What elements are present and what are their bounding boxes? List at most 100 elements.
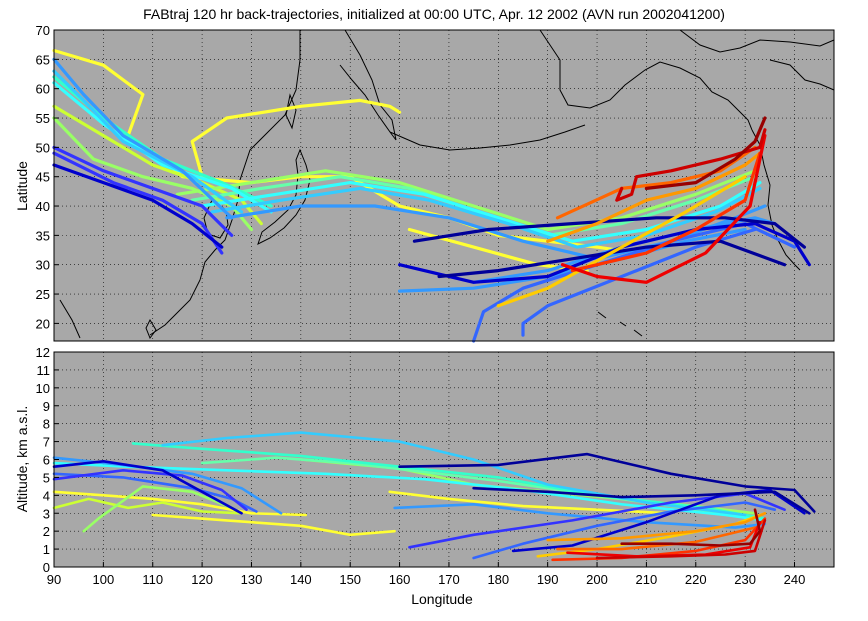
map-y-axis-label: Latitude [14, 161, 30, 211]
coastline-islands-ne [769, 59, 835, 91]
map-trajectory-line [560, 134, 767, 284]
map-trajectory-line [52, 69, 244, 214]
altitude-trajectory-line [546, 511, 767, 542]
altitude-trajectory-line [52, 461, 767, 522]
map-trajectory-line [398, 222, 811, 284]
map-y-tick-label: 65 [36, 52, 50, 67]
altitude-trajectory-line [52, 459, 243, 515]
map-axes-frame [53, 29, 835, 342]
map-trajectory-line [52, 151, 224, 255]
map-y-tick-label: 25 [36, 287, 50, 302]
altitude-x-tick-label: 140 [290, 572, 312, 587]
x-axis-label: Longitude [411, 591, 473, 607]
altitude-trajectory-line [52, 490, 308, 517]
altitude-x-tick-label: 100 [93, 572, 115, 587]
altitude-trajectory-line [52, 497, 243, 515]
altitude-trajectory-line [511, 488, 806, 553]
map-trajectory-line [644, 116, 767, 190]
altitude-trajectory-line [393, 502, 767, 529]
map-trajectory-line [615, 128, 767, 202]
altitude-trajectory-line [472, 501, 777, 560]
altitude-y-tick-label: 10 [36, 381, 50, 396]
coastline-canada-north [679, 29, 835, 53]
altitude-trajectory-line [620, 508, 762, 547]
altitude-x-tick-label: 150 [339, 572, 361, 587]
map-trajectory-line [546, 151, 762, 243]
altitude-x-tick-label: 190 [537, 572, 559, 587]
altitude-y-tick-label: 5 [43, 470, 50, 485]
map-y-tick-label: 35 [36, 228, 50, 243]
altitude-x-tick-label: 160 [389, 572, 411, 587]
map-trajectory-lines [52, 48, 811, 343]
map-y-tick-label: 55 [36, 111, 50, 126]
map-trajectory-line [496, 175, 747, 308]
map-y-tick-label: 40 [36, 199, 50, 214]
map-y-tick-label: 50 [36, 140, 50, 155]
altitude-trajectory-line [536, 511, 767, 558]
altitude-trajectory-line [398, 452, 816, 513]
altitude-y-tick-label: 9 [43, 399, 50, 414]
altitude-trajectory-line [151, 513, 396, 537]
map-y-tick-label: 45 [36, 170, 50, 185]
altitude-x-tick-label: 240 [784, 572, 806, 587]
altitude-y-tick-label: 4 [43, 488, 50, 503]
altitude-trajectory-line [472, 486, 811, 515]
map-trajectory-line [52, 81, 273, 214]
altitude-y-tick-label: 2 [43, 524, 50, 539]
map-trajectory-line [570, 151, 762, 273]
map-trajectory-line [521, 227, 757, 337]
altitude-y-tick-label: 12 [36, 345, 50, 360]
map-trajectory-line [190, 98, 402, 179]
altitude-x-tick-label: 120 [191, 572, 213, 587]
map-trajectory-line [200, 181, 762, 243]
altitude-trajectory-line [161, 431, 747, 517]
figure-title: FABtraj 120 hr back-trajectories, initia… [143, 6, 725, 22]
altitude-trajectory-line [82, 485, 233, 533]
coastline-philippines [59, 299, 81, 339]
map-trajectory-line [210, 186, 762, 249]
coastline-hawaii [597, 311, 643, 337]
altitude-y-axis-label: Altitude, km a.s.l. [14, 406, 30, 513]
altitude-y-tick-label: 3 [43, 506, 50, 521]
map-trajectory-line [52, 57, 234, 220]
altitude-y-tick-label: 11 [37, 363, 51, 378]
coastline-aleutians [389, 124, 586, 151]
map-panel: 20 25 30 35 40 45 50 55 60 65 70 Latitude [14, 23, 835, 343]
altitude-y-tick-label: 6 [43, 453, 50, 468]
map-y-tick-labels: 20 25 30 35 40 45 50 55 60 65 70 [36, 23, 59, 331]
altitude-x-tick-label: 230 [734, 572, 756, 587]
coastline-kamchatka [339, 29, 397, 141]
map-trajectory-line [412, 216, 807, 249]
altitude-x-tick-label: 130 [241, 572, 263, 587]
altitude-x-tick-label: 180 [487, 572, 509, 587]
altitude-trajectory-lines [52, 431, 816, 562]
map-y-tick-label: 60 [36, 82, 50, 97]
altitude-x-tick-label: 210 [636, 572, 658, 587]
coastline-taiwan [145, 318, 157, 340]
map-trajectory-line [555, 145, 757, 220]
altitude-trajectory-line [408, 492, 786, 549]
map-trajectory-line [52, 104, 263, 226]
altitude-y-tick-label: 0 [43, 560, 50, 575]
map-y-tick-label: 70 [36, 23, 50, 38]
altitude-trajectory-line [595, 519, 767, 560]
map-y-tick-label: 30 [36, 258, 50, 273]
altitude-y-tick-label: 8 [43, 417, 50, 432]
altitude-y-tick-label: 7 [43, 435, 50, 450]
map-trajectory-line [52, 116, 254, 232]
altitude-trajectory-line [131, 442, 767, 520]
coastline-alaska [539, 29, 753, 131]
altitude-y-tick-label: 1 [43, 542, 50, 557]
map-trajectory-line [52, 145, 234, 237]
altitude-x-tick-labels: 90 100 110 120 130 140 150 160 170 180 190 200 210 22… [47, 562, 806, 587]
altitude-x-tick-label: 110 [142, 572, 163, 587]
altitude-x-tick-label: 170 [438, 572, 460, 587]
altitude-x-tick-label: 90 [47, 572, 61, 587]
altitude-trajectory-line [52, 468, 248, 512]
altitude-x-tick-label: 200 [586, 572, 608, 587]
altitude-x-tick-label: 220 [685, 572, 707, 587]
altitude-trajectory-line [556, 526, 757, 551]
